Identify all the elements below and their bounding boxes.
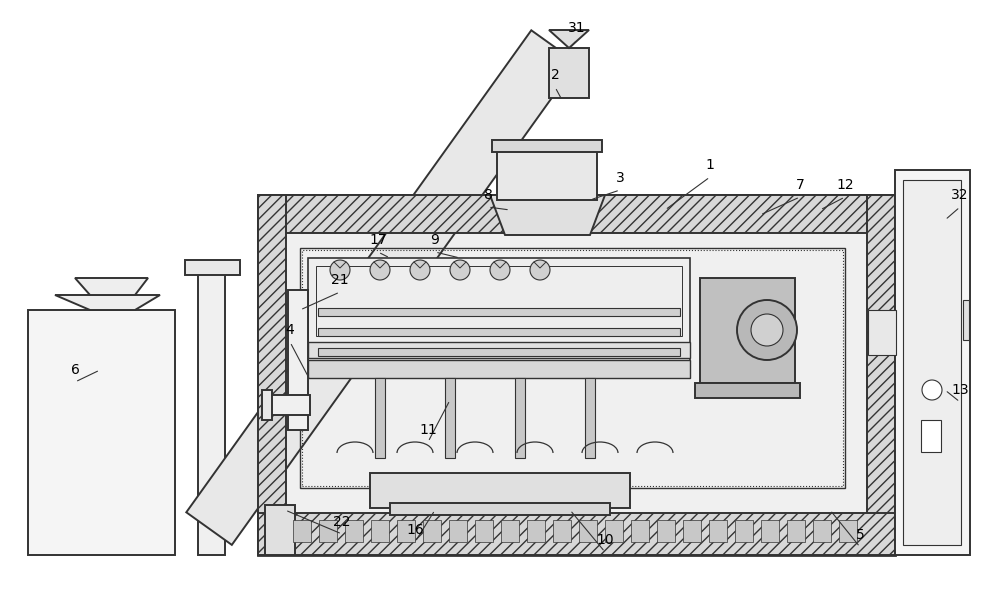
Text: 3: 3 (616, 171, 624, 185)
Bar (579, 520, 597, 542)
Bar (302, 250, 843, 486)
Bar (370, 473, 630, 508)
Bar (683, 520, 701, 542)
Text: 9: 9 (431, 233, 439, 247)
Bar (308, 360, 690, 378)
Bar (423, 520, 441, 542)
Circle shape (370, 260, 390, 280)
Polygon shape (490, 195, 605, 235)
Text: 32: 32 (951, 188, 969, 202)
Bar (265, 505, 295, 555)
Bar (839, 520, 857, 542)
Bar (185, 260, 240, 275)
Bar (345, 520, 363, 542)
Bar (585, 378, 595, 458)
Bar (318, 308, 680, 316)
Text: 17: 17 (369, 233, 387, 247)
Bar (262, 390, 272, 420)
Bar (867, 195, 895, 555)
Text: 16: 16 (406, 523, 424, 537)
Bar (308, 342, 690, 358)
Text: 8: 8 (484, 188, 492, 202)
Bar (268, 395, 310, 415)
Bar (527, 520, 545, 542)
Circle shape (330, 260, 350, 280)
Bar (501, 520, 519, 542)
Bar (921, 420, 941, 452)
Bar (318, 328, 680, 336)
Bar (497, 145, 597, 200)
Bar (787, 520, 805, 542)
Text: 12: 12 (836, 178, 854, 192)
Polygon shape (186, 30, 577, 545)
Bar (308, 258, 690, 378)
Bar (553, 520, 571, 542)
Bar (515, 378, 525, 458)
Text: 31: 31 (568, 21, 586, 35)
Polygon shape (75, 278, 148, 295)
Bar (258, 513, 895, 555)
Circle shape (530, 260, 550, 280)
Bar (963, 300, 969, 340)
Text: 6: 6 (71, 363, 79, 377)
Circle shape (751, 314, 783, 346)
Text: 7: 7 (796, 178, 804, 192)
Bar (700, 278, 795, 383)
Bar (258, 195, 286, 555)
Bar (300, 248, 845, 488)
Polygon shape (55, 295, 160, 310)
Bar (288, 290, 308, 430)
Bar (895, 170, 970, 555)
Bar (319, 520, 337, 542)
Bar (657, 520, 675, 542)
Text: 13: 13 (951, 383, 969, 397)
Bar (445, 378, 455, 458)
Text: 21: 21 (331, 273, 349, 287)
Bar (761, 520, 779, 542)
Circle shape (450, 260, 470, 280)
Text: 10: 10 (596, 533, 614, 547)
Bar (492, 140, 602, 152)
Text: 11: 11 (419, 423, 437, 437)
Bar (631, 520, 649, 542)
Bar (371, 520, 389, 542)
Bar (549, 48, 589, 98)
Text: 5: 5 (856, 528, 864, 542)
Bar (316, 266, 682, 336)
Bar (813, 520, 831, 542)
Bar (293, 520, 311, 542)
Bar (198, 270, 225, 555)
Bar (28, 310, 175, 555)
Bar (868, 310, 896, 355)
Bar (709, 520, 727, 542)
Bar (375, 378, 385, 458)
Text: 22: 22 (333, 515, 351, 529)
Bar (390, 503, 610, 515)
Bar (449, 520, 467, 542)
Polygon shape (549, 30, 589, 48)
Bar (903, 180, 961, 545)
Bar (397, 520, 415, 542)
Text: 4: 4 (286, 323, 294, 337)
Text: 2: 2 (551, 68, 559, 82)
Bar (258, 195, 895, 233)
Bar (318, 348, 680, 356)
Bar (258, 195, 895, 555)
Circle shape (490, 260, 510, 280)
Bar (695, 383, 800, 398)
Bar (735, 520, 753, 542)
Bar (605, 520, 623, 542)
Bar (475, 520, 493, 542)
Circle shape (737, 300, 797, 360)
Circle shape (922, 380, 942, 400)
Text: 1: 1 (706, 158, 714, 172)
Circle shape (410, 260, 430, 280)
